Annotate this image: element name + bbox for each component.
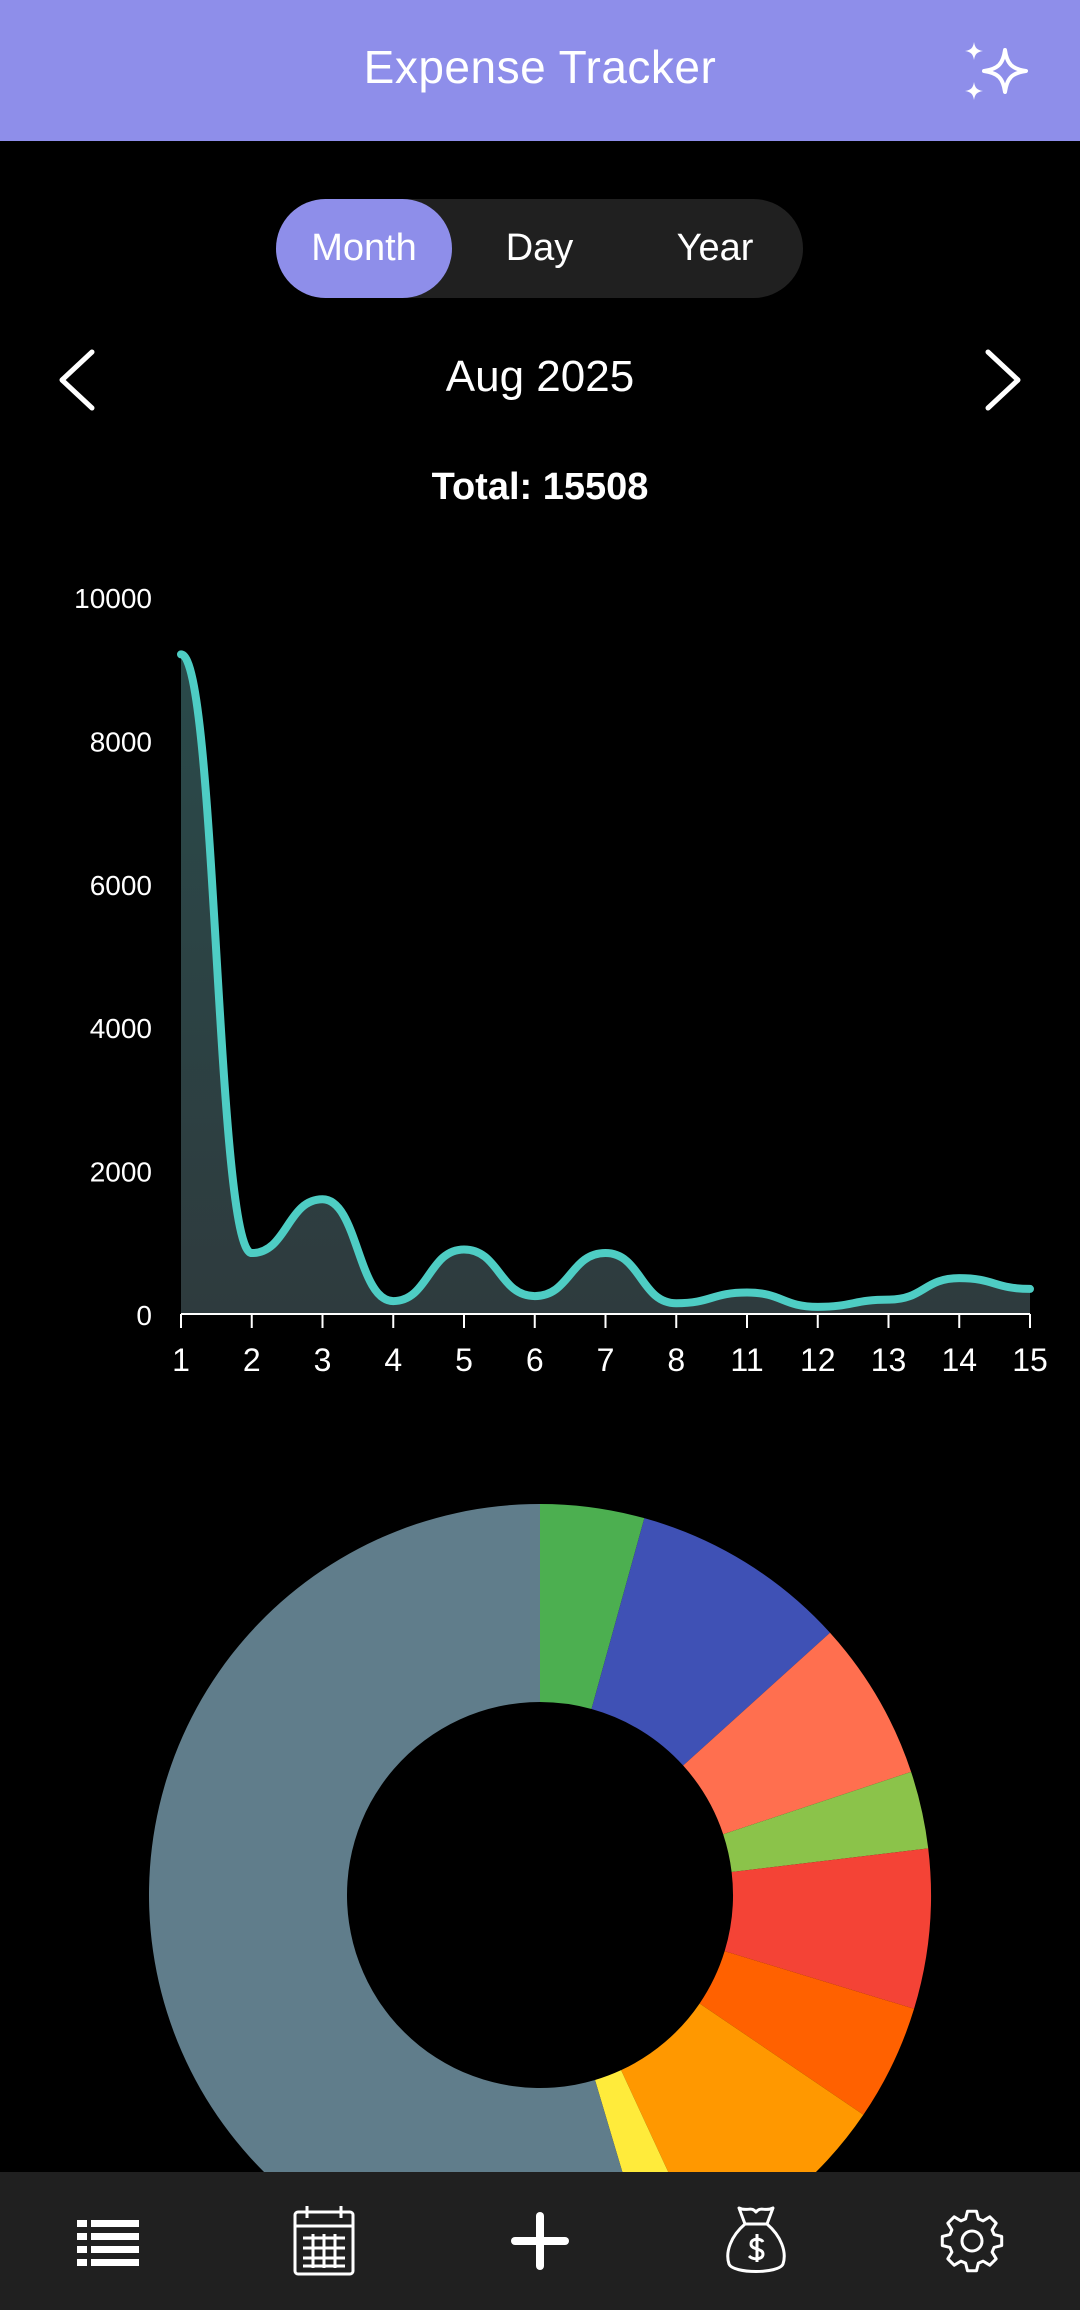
x-tick-label: 2 [243, 1342, 261, 1378]
x-tick-label: 3 [314, 1342, 332, 1378]
settings-icon[interactable] [927, 2196, 1017, 2286]
x-tick-label: 1 [172, 1342, 190, 1378]
total-text: Total: 15508 [431, 466, 649, 508]
toggle-year[interactable]: Year [676, 227, 754, 269]
toggle-day[interactable]: Day [505, 227, 574, 269]
category-donut-chart [149, 1504, 931, 2172]
bottom-nav [0, 2172, 1080, 2310]
area-fill [181, 654, 1030, 1314]
calendar-icon[interactable] [279, 2196, 369, 2286]
sparkles-icon[interactable] [960, 36, 1040, 106]
donut-slice[interactable] [699, 1951, 915, 2115]
view-toggle: Month Day Year [276, 199, 803, 298]
donut-slice[interactable] [591, 1518, 831, 1766]
x-tick-label: 15 [1012, 1342, 1048, 1378]
x-tick-label: 11 [730, 1342, 763, 1378]
y-tick-label: 6000 [90, 870, 152, 901]
x-tick-label: 13 [871, 1342, 907, 1378]
donut-slice[interactable] [595, 2070, 704, 2172]
x-tick-label: 12 [800, 1342, 836, 1378]
y-tick-label: 4000 [90, 1013, 152, 1044]
x-tick-label: 7 [597, 1342, 615, 1378]
add-icon[interactable] [495, 2196, 585, 2286]
y-tick-label: 8000 [90, 726, 152, 757]
x-tick-label: 4 [384, 1342, 402, 1378]
period-label: Aug 2025 [445, 352, 635, 401]
chevron-left-icon[interactable] [38, 340, 118, 420]
donut-slice[interactable] [540, 1504, 645, 1710]
list-icon[interactable] [63, 2196, 153, 2286]
donut-slice[interactable] [723, 1771, 929, 1873]
x-tick-label: 6 [526, 1342, 544, 1378]
app-bar: Expense Tracker [0, 0, 1080, 141]
total-label: Total: 15508 [0, 466, 1080, 509]
app-title: Expense Tracker [363, 41, 717, 93]
donut-slice[interactable] [683, 1632, 912, 1835]
toggle-month[interactable]: Month [276, 199, 452, 298]
donut-slice[interactable] [724, 1848, 931, 2009]
x-tick-label: 5 [455, 1342, 473, 1378]
x-tick-label: 8 [667, 1342, 685, 1378]
donut-slice[interactable] [149, 1504, 651, 2172]
money-bag-icon[interactable] [711, 2196, 801, 2286]
y-tick-label: 10000 [74, 583, 152, 614]
y-tick-label: 2000 [90, 1157, 152, 1188]
x-tick-label: 14 [941, 1342, 977, 1378]
y-tick-label: 0 [136, 1300, 152, 1331]
donut-slice[interactable] [621, 2003, 864, 2172]
chevron-right-icon[interactable] [962, 340, 1042, 420]
